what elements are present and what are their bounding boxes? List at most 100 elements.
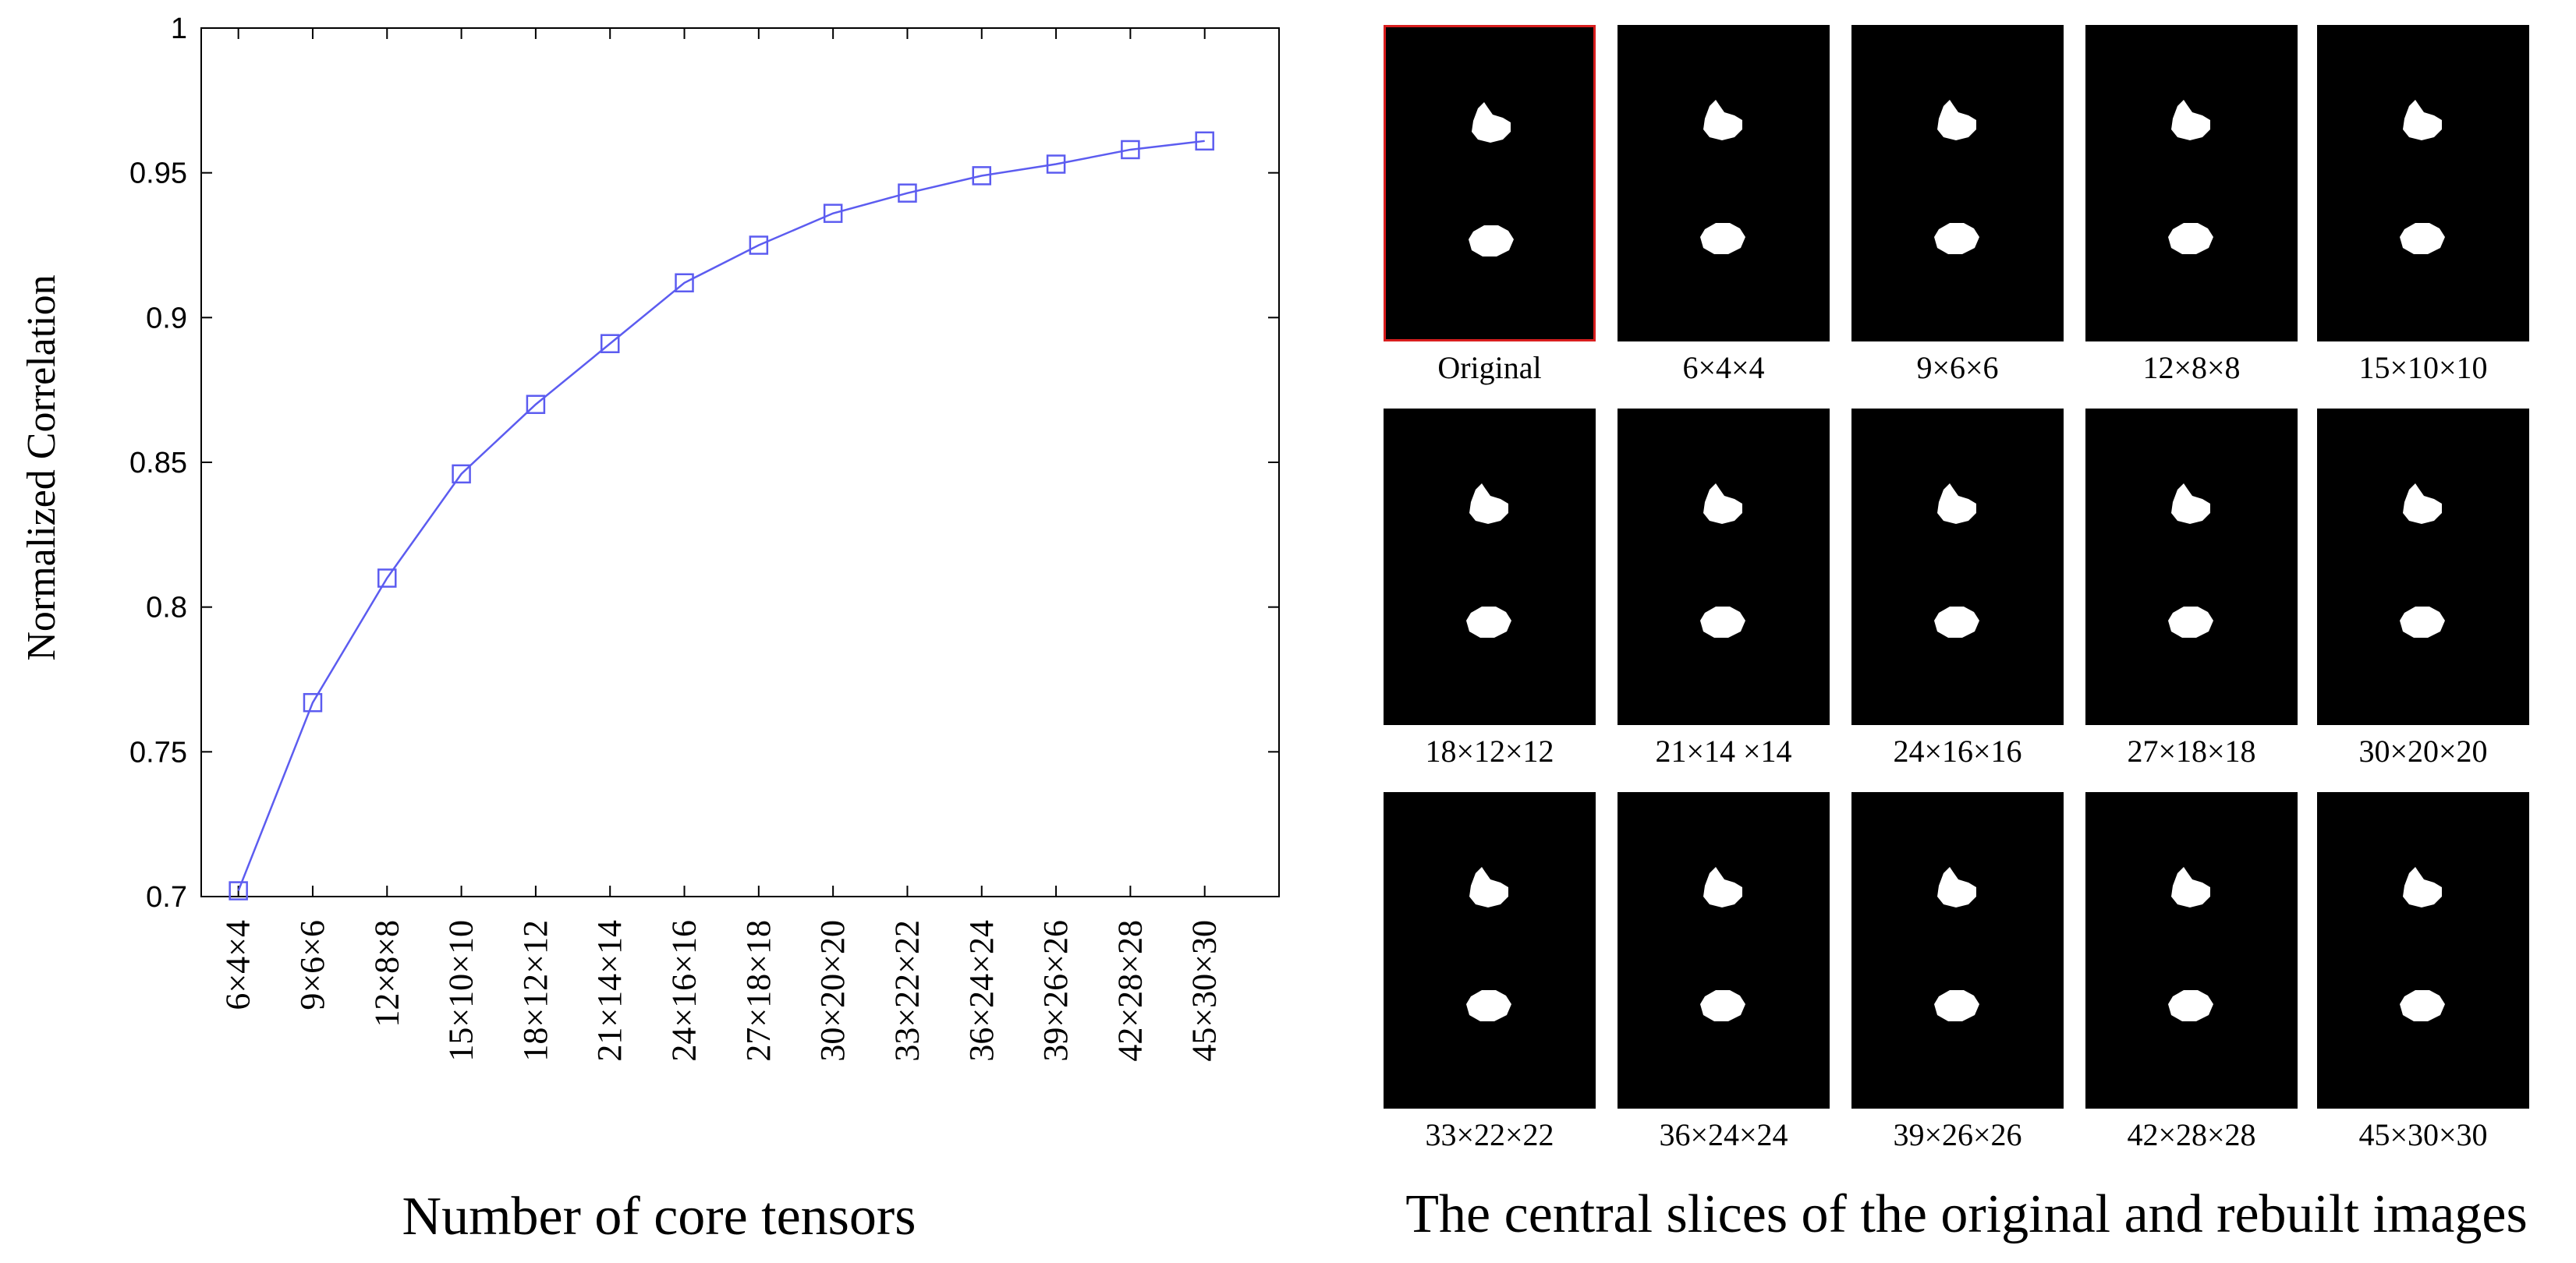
plot-frame — [200, 27, 1280, 897]
upper-blob — [1937, 867, 1976, 907]
x-tick-label: 36×24×24 — [962, 920, 1001, 1062]
slice-label: 42×28×28 — [2127, 1117, 2256, 1152]
slice-blobs — [2168, 100, 2213, 254]
slice-blobs — [2168, 483, 2213, 638]
slice-label: 21×14 ×14 — [1655, 734, 1792, 769]
lower-blob — [2168, 990, 2213, 1021]
slice-blobs — [1934, 483, 1979, 638]
lower-blob — [2400, 990, 2445, 1021]
upper-blob — [1937, 100, 1976, 140]
x-tick-label: 21×14×14 — [590, 920, 629, 1062]
data-point — [303, 692, 323, 713]
slice-label: 39×26×26 — [1893, 1117, 2022, 1152]
lower-blob — [1934, 223, 1979, 254]
data-point — [1121, 140, 1140, 160]
data-point — [600, 334, 620, 354]
upper-blob — [2171, 483, 2210, 524]
rebuilt-slice — [1618, 792, 1830, 1109]
upper-blob — [2403, 867, 2442, 907]
y-axis-label: Normalized Correlation — [19, 274, 64, 660]
upper-blob — [2403, 483, 2442, 524]
correlation-chart: 0.7 0.75 0.8 0.85 0.9 0.95 1 6×4×4 9×6×6 12×8×8 15… — [19, 12, 1280, 1247]
x-tick-label: 24×16×16 — [665, 920, 703, 1062]
rebuilt-slice — [1618, 409, 1830, 725]
x-tick-label: 30×20×20 — [813, 920, 852, 1062]
upper-blob — [1469, 867, 1508, 907]
x-tick-label: 27×18×18 — [739, 920, 778, 1062]
rebuilt-slice — [1851, 409, 2064, 725]
lower-blob — [1700, 223, 1745, 254]
lower-blob — [2400, 607, 2445, 638]
rebuilt-slice — [2085, 792, 2298, 1109]
upper-blob — [1703, 100, 1742, 140]
slice-label: 36×24×24 — [1659, 1117, 1788, 1152]
slice-blobs — [1934, 867, 1979, 1021]
lower-blob — [1469, 225, 1514, 256]
slice-label: 18×12×12 — [1425, 734, 1554, 769]
data-point — [749, 235, 769, 255]
lower-blob — [2400, 223, 2445, 254]
slice-label: 12×8×8 — [2142, 350, 2241, 385]
rebuilt-slice — [1384, 409, 1596, 725]
slice-blobs — [1934, 100, 1979, 254]
slice-label: 9×6×6 — [1916, 350, 1999, 385]
slices-caption: The central slices of the original and r… — [1405, 1184, 2528, 1244]
upper-blob — [1469, 483, 1508, 524]
rebuilt-slice — [2317, 792, 2529, 1109]
slice-blobs — [1469, 102, 1514, 256]
slice-label: 27×18×18 — [2127, 734, 2256, 769]
x-tick-label: 18×12×12 — [516, 920, 555, 1062]
slice-blobs — [1466, 867, 1511, 1021]
slice-blobs — [1700, 100, 1745, 254]
data-point — [377, 568, 397, 588]
upper-blob — [2403, 100, 2442, 140]
slices-panel: Original 6×4×4 9×6×6 12×8×8 15×10×10 18×12×12… — [1373, 0, 2576, 1263]
upper-blob — [2171, 867, 2210, 907]
slice-label: 24×16×16 — [1893, 734, 2022, 769]
x-axis-label: Number of core tensors — [402, 1187, 916, 1247]
slice-label: 45×30×30 — [2358, 1117, 2488, 1152]
rebuilt-slice — [1851, 792, 2064, 1109]
data-point — [1195, 131, 1214, 151]
data-point — [452, 464, 471, 484]
x-tick-label: 6×4×4 — [219, 920, 257, 1010]
data-point — [526, 394, 546, 414]
slice-label: 30×20×20 — [2358, 734, 2488, 769]
slice-blobs — [1700, 483, 1745, 638]
upper-blob — [1937, 483, 1976, 524]
upper-blob — [1472, 102, 1511, 143]
rebuilt-slice — [2085, 409, 2298, 725]
x-tick-label: 39×26×26 — [1036, 920, 1075, 1062]
data-point — [229, 881, 248, 900]
y-tick-label: 0.75 — [129, 736, 187, 769]
y-tick-label: 0.8 — [146, 592, 187, 624]
data-point — [823, 203, 843, 223]
rebuilt-slice — [1851, 25, 2064, 341]
y-tick-label: 0.7 — [146, 881, 187, 914]
slice-blobs — [2400, 100, 2445, 254]
y-tick-label: 0.95 — [129, 157, 187, 190]
slice-blobs — [2168, 867, 2213, 1021]
lower-blob — [1700, 607, 1745, 638]
rebuilt-slice — [2317, 409, 2529, 725]
series-line — [237, 140, 1205, 892]
x-tick-label: 12×8×8 — [367, 920, 406, 1028]
data-point — [972, 166, 992, 186]
x-tick-label: 42×28×28 — [1111, 920, 1149, 1062]
slice-label: Original — [1437, 350, 1542, 385]
slice-blobs — [2400, 867, 2445, 1021]
rebuilt-slice — [1618, 25, 1830, 341]
upper-blob — [1703, 867, 1742, 907]
lower-blob — [1934, 607, 1979, 638]
x-tick-label: 33×22×22 — [888, 920, 926, 1062]
y-tick-label: 0.9 — [146, 302, 187, 334]
y-tick-label: 0.85 — [129, 447, 187, 479]
data-point — [1046, 154, 1066, 174]
lower-blob — [1934, 990, 1979, 1021]
lower-blob — [1700, 990, 1745, 1021]
rebuilt-slice — [2317, 25, 2529, 341]
plot-layer: 0.7 0.75 0.8 0.85 0.9 0.95 1 6×4×4 9×6×6 12×8×8 15… — [129, 12, 1280, 1062]
x-tick-label: 15×10×10 — [442, 920, 480, 1062]
lower-blob — [1466, 607, 1511, 638]
x-tick-label: 45×30×30 — [1185, 920, 1224, 1062]
